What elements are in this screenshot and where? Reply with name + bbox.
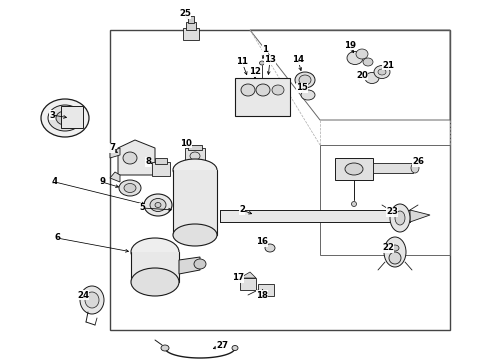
Ellipse shape (391, 245, 399, 251)
Ellipse shape (345, 163, 363, 175)
Ellipse shape (411, 163, 419, 173)
Bar (240, 278, 256, 290)
Ellipse shape (241, 84, 255, 96)
Polygon shape (110, 172, 120, 182)
Bar (373, 163, 413, 173)
Ellipse shape (190, 152, 200, 160)
Ellipse shape (150, 198, 166, 211)
Polygon shape (118, 140, 155, 175)
Bar (188, 145, 202, 150)
Ellipse shape (144, 194, 172, 216)
Text: 9: 9 (99, 177, 105, 186)
Polygon shape (220, 210, 410, 222)
Text: 7: 7 (109, 144, 115, 153)
Text: 8: 8 (145, 158, 151, 166)
Text: 5: 5 (139, 203, 145, 212)
Text: 4: 4 (52, 177, 58, 186)
Text: 22: 22 (382, 243, 394, 252)
Ellipse shape (389, 252, 401, 264)
Ellipse shape (351, 202, 357, 207)
Bar (173, 170, 217, 235)
Polygon shape (179, 257, 200, 274)
Ellipse shape (363, 58, 373, 66)
Ellipse shape (374, 66, 390, 78)
Ellipse shape (173, 224, 217, 246)
Ellipse shape (85, 292, 99, 308)
Text: 2: 2 (239, 206, 245, 215)
Ellipse shape (378, 69, 386, 75)
Ellipse shape (41, 99, 89, 137)
Text: 11: 11 (236, 58, 248, 67)
Ellipse shape (194, 259, 206, 269)
Polygon shape (410, 210, 430, 222)
Text: 20: 20 (356, 71, 368, 80)
Text: 10: 10 (180, 139, 192, 148)
Text: 24: 24 (77, 291, 89, 300)
Ellipse shape (395, 211, 405, 225)
Bar (188, 16, 194, 23)
Text: 27: 27 (216, 341, 228, 350)
Text: 16: 16 (256, 238, 268, 247)
Bar (258, 284, 274, 296)
Ellipse shape (119, 180, 141, 196)
Ellipse shape (123, 152, 137, 164)
Polygon shape (240, 272, 256, 278)
Ellipse shape (365, 72, 379, 84)
Ellipse shape (272, 85, 284, 95)
Ellipse shape (301, 90, 315, 100)
Text: 17: 17 (232, 274, 244, 283)
Ellipse shape (260, 61, 265, 65)
Bar (155, 158, 167, 164)
Ellipse shape (347, 51, 363, 64)
Text: 15: 15 (296, 84, 308, 93)
Ellipse shape (384, 237, 406, 267)
Bar (131, 252, 179, 282)
Ellipse shape (173, 159, 217, 181)
Text: 14: 14 (292, 55, 304, 64)
Ellipse shape (390, 204, 410, 232)
Ellipse shape (299, 75, 311, 85)
Ellipse shape (56, 111, 74, 125)
Polygon shape (110, 148, 120, 158)
Text: 3: 3 (49, 111, 55, 120)
Ellipse shape (124, 184, 136, 193)
Ellipse shape (131, 268, 179, 296)
Text: 1: 1 (262, 45, 268, 54)
Text: 13: 13 (264, 55, 276, 64)
Ellipse shape (295, 72, 315, 88)
Text: 18: 18 (256, 291, 268, 300)
Ellipse shape (232, 346, 238, 351)
Ellipse shape (265, 244, 275, 252)
Ellipse shape (256, 84, 270, 96)
Ellipse shape (80, 286, 104, 314)
Text: 21: 21 (382, 60, 394, 69)
Bar (185, 148, 205, 164)
Bar (152, 162, 170, 176)
Bar (183, 28, 199, 40)
Bar (186, 22, 196, 30)
Text: 6: 6 (54, 234, 60, 243)
Text: 25: 25 (179, 9, 191, 18)
Text: 19: 19 (344, 40, 356, 49)
Text: 12: 12 (249, 68, 261, 77)
Ellipse shape (131, 238, 179, 266)
Ellipse shape (48, 105, 82, 131)
Ellipse shape (161, 345, 169, 351)
Bar (335, 158, 373, 180)
Bar (61, 106, 83, 128)
Ellipse shape (155, 202, 161, 207)
Text: 23: 23 (386, 207, 398, 216)
Bar (235, 78, 290, 116)
Text: 26: 26 (412, 158, 424, 166)
Ellipse shape (356, 49, 368, 59)
